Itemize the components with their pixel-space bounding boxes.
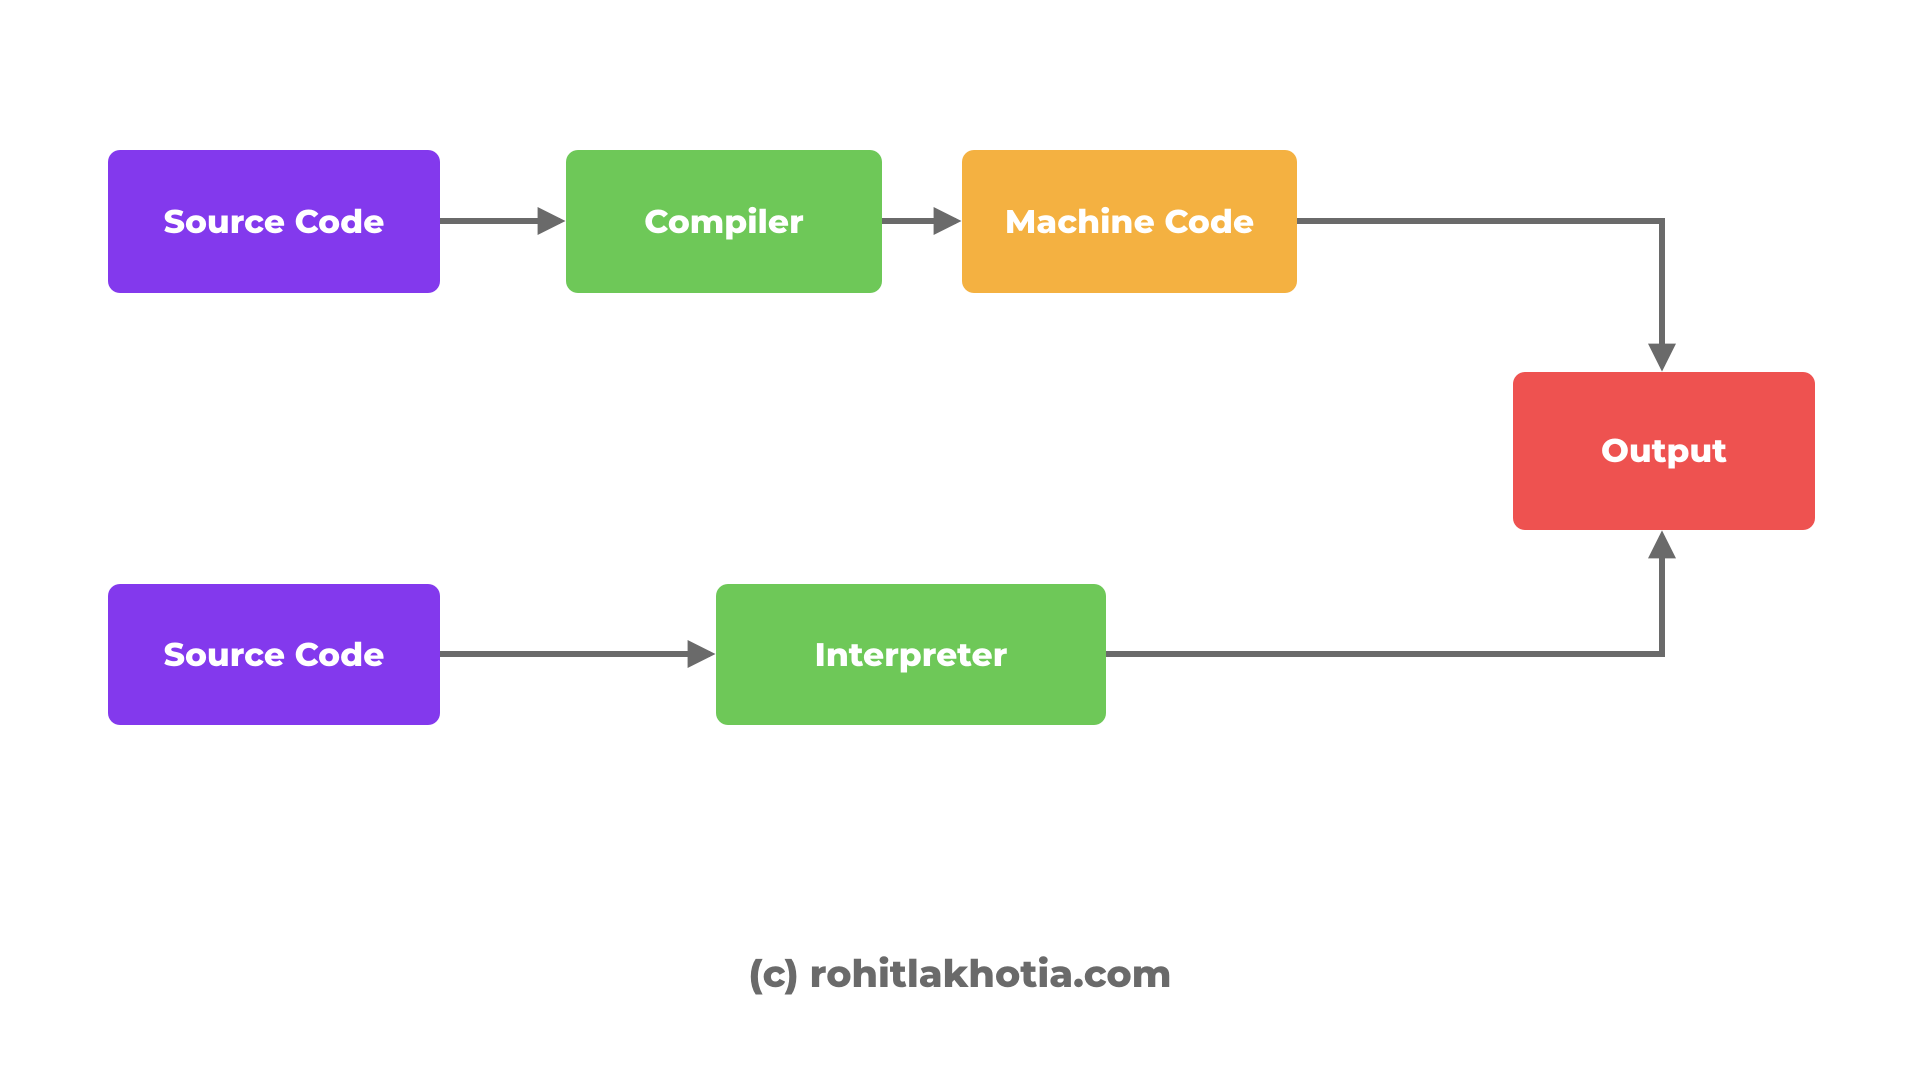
edge-interpreter-to-output — [1106, 536, 1662, 654]
node-compiler: Compiler — [566, 150, 882, 293]
node-interpreter: Interpreter — [716, 584, 1106, 725]
attribution-text: (c) rohitlakhotia.com — [749, 950, 1172, 997]
diagram-canvas: Source Code Compiler Machine Code Output Sou… — [0, 0, 1920, 1080]
node-machine: Machine Code — [962, 150, 1297, 293]
node-source2: Source Code — [108, 584, 440, 725]
node-output: Output — [1513, 372, 1815, 530]
node-source1: Source Code — [108, 150, 440, 293]
node-label-source2: Source Code — [164, 635, 385, 675]
edge-machine-to-output — [1297, 221, 1662, 366]
node-label-compiler: Compiler — [644, 202, 803, 242]
node-label-source1: Source Code — [164, 202, 385, 242]
node-label-interpreter: Interpreter — [815, 635, 1008, 675]
node-label-output: Output — [1601, 431, 1727, 471]
node-label-machine: Machine Code — [1005, 202, 1254, 242]
